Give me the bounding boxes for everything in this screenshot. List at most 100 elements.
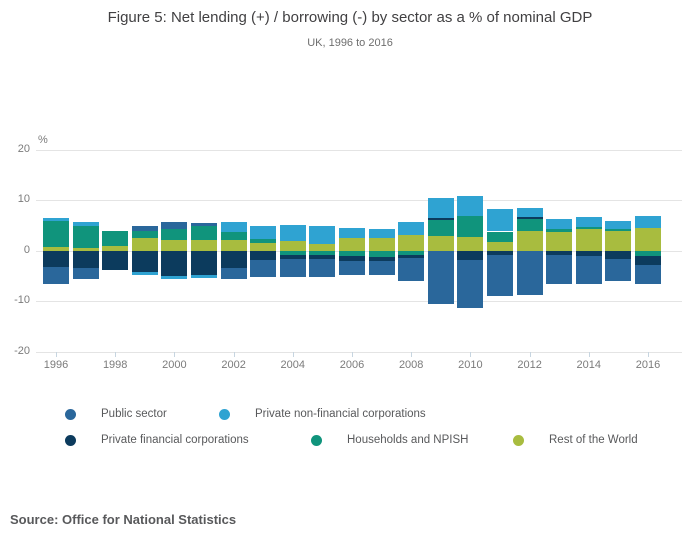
bar-segment-rest-of-the-world[interactable]	[72, 247, 99, 251]
bar-segment-households-and-npish[interactable]	[72, 226, 99, 248]
bar-segment-public-sector[interactable]	[427, 250, 454, 304]
bar-segment-public-sector[interactable]	[220, 268, 247, 279]
bar-segment-private-non-financial-corporations[interactable]	[398, 222, 425, 236]
bar-segment-public-sector[interactable]	[250, 259, 277, 277]
bar-segment-private-financial-corporations[interactable]	[457, 250, 484, 260]
bar-segment-rest-of-the-world[interactable]	[368, 238, 395, 251]
bar-segment-private-non-financial-corporations[interactable]	[427, 198, 454, 218]
bar-segment-public-sector[interactable]	[457, 259, 484, 309]
bar-segment-private-financial-corporations[interactable]	[43, 250, 69, 268]
bar-segment-private-non-financial-corporations[interactable]	[43, 217, 69, 222]
bar-segment-rest-of-the-world[interactable]	[398, 235, 425, 251]
bar-segment-public-sector[interactable]	[43, 267, 69, 284]
bar-segment-households-and-npish[interactable]	[250, 239, 277, 243]
bar-segment-private-financial-corporations[interactable]	[575, 250, 602, 256]
bar-segment-households-and-npish[interactable]	[457, 215, 484, 237]
bar-segment-private-non-financial-corporations[interactable]	[279, 225, 306, 241]
bar-segment-rest-of-the-world[interactable]	[546, 231, 573, 251]
bar-segment-rest-of-the-world[interactable]	[457, 236, 484, 251]
bar-segment-public-sector[interactable]	[516, 250, 543, 295]
bar-segment-private-financial-corporations[interactable]	[398, 255, 425, 258]
bar-segment-public-sector[interactable]	[368, 261, 395, 275]
bar-segment-households-and-npish[interactable]	[368, 250, 395, 258]
bar-segment-private-non-financial-corporations[interactable]	[368, 229, 395, 239]
bar-segment-private-non-financial-corporations[interactable]	[546, 219, 573, 230]
bar-segment-private-financial-corporations[interactable]	[516, 216, 543, 220]
bar-segment-public-sector[interactable]	[131, 225, 158, 231]
bar-segment-private-financial-corporations[interactable]	[72, 250, 99, 269]
bar-segment-rest-of-the-world[interactable]	[309, 243, 336, 251]
bar-segment-public-sector[interactable]	[575, 255, 602, 285]
bar-segment-public-sector[interactable]	[605, 259, 632, 282]
bar-segment-private-financial-corporations[interactable]	[427, 217, 454, 221]
legend-item-rest-of-the-world[interactable]: Rest of the World	[513, 434, 663, 450]
bar-segment-rest-of-the-world[interactable]	[279, 240, 306, 251]
legend-item-public-sector[interactable]: Public sector	[65, 408, 215, 424]
bar-segment-households-and-npish[interactable]	[605, 229, 632, 231]
bar-segment-private-non-financial-corporations[interactable]	[309, 225, 336, 244]
bar-segment-households-and-npish[interactable]	[161, 229, 188, 240]
bar-segment-households-and-npish[interactable]	[546, 229, 573, 232]
bar-segment-households-and-npish[interactable]	[191, 225, 217, 240]
bar-segment-private-non-financial-corporations[interactable]	[161, 276, 188, 279]
bar-segment-private-financial-corporations[interactable]	[546, 250, 573, 256]
bar-segment-private-non-financial-corporations[interactable]	[220, 221, 247, 232]
bar-segment-rest-of-the-world[interactable]	[250, 242, 277, 251]
bar-segment-households-and-npish[interactable]	[220, 232, 247, 240]
bar-segment-households-and-npish[interactable]	[279, 250, 306, 255]
bar-segment-private-financial-corporations[interactable]	[368, 257, 395, 262]
bar-segment-private-non-financial-corporations[interactable]	[339, 227, 365, 239]
bar-segment-private-financial-corporations[interactable]	[161, 250, 188, 277]
bar-segment-public-sector[interactable]	[398, 257, 425, 282]
bar-segment-private-non-financial-corporations[interactable]	[516, 207, 543, 217]
bar-segment-private-financial-corporations[interactable]	[250, 250, 277, 260]
bar-segment-private-financial-corporations[interactable]	[339, 256, 365, 262]
bar-segment-private-financial-corporations[interactable]	[309, 255, 336, 259]
bar-segment-private-financial-corporations[interactable]	[131, 250, 158, 272]
bar-segment-private-financial-corporations[interactable]	[191, 250, 217, 275]
bar-segment-public-sector[interactable]	[191, 222, 217, 226]
bar-segment-rest-of-the-world[interactable]	[635, 228, 661, 251]
bar-segment-public-sector[interactable]	[161, 221, 188, 230]
bar-segment-households-and-npish[interactable]	[102, 231, 129, 246]
bar-segment-private-non-financial-corporations[interactable]	[487, 208, 513, 232]
bar-segment-rest-of-the-world[interactable]	[102, 245, 129, 251]
bar-segment-rest-of-the-world[interactable]	[605, 231, 632, 251]
bar-segment-private-financial-corporations[interactable]	[635, 255, 661, 266]
bar-segment-rest-of-the-world[interactable]	[339, 238, 365, 251]
legend-item-private-non-financial-corporations[interactable]: Private non-financial corporations	[219, 408, 439, 424]
bar-segment-rest-of-the-world[interactable]	[487, 242, 513, 251]
bar-segment-private-financial-corporations[interactable]	[279, 254, 306, 260]
bar-segment-private-non-financial-corporations[interactable]	[191, 274, 217, 279]
bar-segment-public-sector[interactable]	[309, 258, 336, 278]
bar-segment-public-sector[interactable]	[546, 255, 573, 284]
bar-segment-households-and-npish[interactable]	[635, 250, 661, 256]
bar-segment-rest-of-the-world[interactable]	[131, 237, 158, 251]
bar-segment-private-financial-corporations[interactable]	[605, 250, 632, 260]
bar-segment-public-sector[interactable]	[635, 265, 661, 285]
bar-segment-private-non-financial-corporations[interactable]	[635, 215, 661, 229]
bar-segment-households-and-npish[interactable]	[487, 231, 513, 243]
bar-segment-public-sector[interactable]	[339, 261, 365, 275]
bar-segment-private-financial-corporations[interactable]	[487, 250, 513, 256]
bar-segment-private-financial-corporations[interactable]	[220, 250, 247, 269]
bar-segment-private-non-financial-corporations[interactable]	[131, 271, 158, 276]
bar-segment-private-non-financial-corporations[interactable]	[250, 226, 277, 240]
bar-segment-households-and-npish[interactable]	[339, 250, 365, 257]
bar-segment-households-and-npish[interactable]	[516, 219, 543, 231]
bar-segment-rest-of-the-world[interactable]	[43, 247, 69, 251]
bar-segment-rest-of-the-world[interactable]	[191, 239, 217, 251]
bar-segment-public-sector[interactable]	[72, 268, 99, 279]
bar-segment-private-non-financial-corporations[interactable]	[605, 220, 632, 230]
bar-segment-households-and-npish[interactable]	[575, 227, 602, 229]
bar-segment-households-and-npish[interactable]	[427, 220, 454, 236]
bar-segment-households-and-npish[interactable]	[131, 231, 158, 238]
bar-segment-rest-of-the-world[interactable]	[516, 231, 543, 251]
bar-segment-rest-of-the-world[interactable]	[427, 235, 454, 251]
bar-segment-rest-of-the-world[interactable]	[220, 239, 247, 251]
bar-segment-public-sector[interactable]	[279, 259, 306, 278]
legend-item-private-financial-corporations[interactable]: Private financial corporations	[65, 434, 265, 450]
bar-segment-private-non-financial-corporations[interactable]	[457, 195, 484, 216]
bar-segment-rest-of-the-world[interactable]	[161, 239, 188, 251]
bar-segment-public-sector[interactable]	[487, 255, 513, 296]
